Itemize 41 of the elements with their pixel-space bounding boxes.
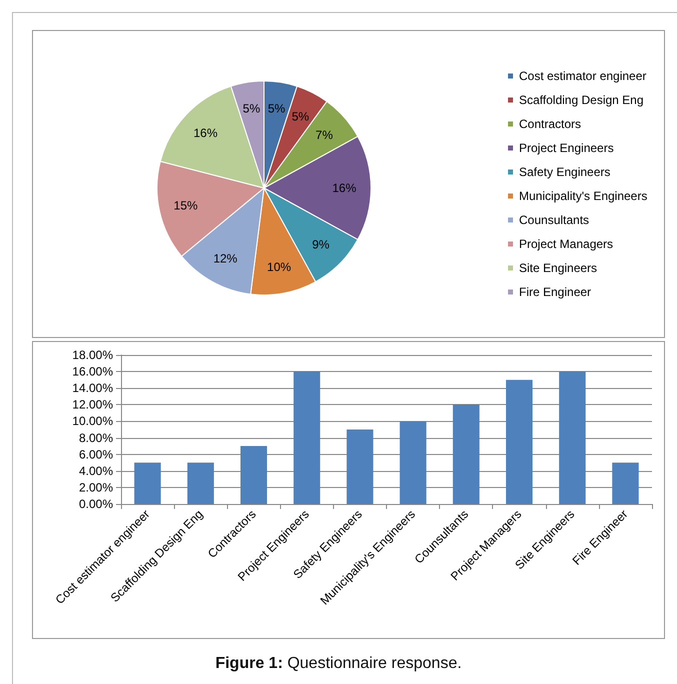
- data-label: 7%: [316, 128, 334, 142]
- data-label: 16%: [193, 126, 218, 140]
- bar: [187, 462, 214, 504]
- data-label: 5%: [292, 109, 310, 124]
- y-tick-label: 4.00%: [78, 464, 114, 478]
- bar: [400, 421, 426, 504]
- legend-label: Project Engineers: [519, 141, 614, 155]
- bar: [612, 462, 639, 504]
- y-tick-label: 2.00%: [78, 480, 114, 494]
- y-tick-label: 16.00%: [72, 364, 114, 379]
- y-tick-label: 8.00%: [78, 430, 114, 445]
- y-tick-label: 12.00%: [72, 398, 114, 412]
- bar: [134, 462, 161, 504]
- data-label: 9%: [312, 238, 330, 252]
- data-label: 10%: [267, 260, 292, 274]
- data-label: 5%: [242, 102, 260, 116]
- bar: [294, 372, 320, 504]
- data-label: 5%: [268, 102, 286, 116]
- y-tick-label: 0.00%: [78, 497, 114, 511]
- bar: [452, 404, 480, 504]
- legend-label: Counsultants: [519, 213, 590, 227]
- bar: [506, 380, 533, 504]
- legend-label: Scaffolding Design Eng: [519, 93, 644, 107]
- y-tick-label: 14.00%: [72, 381, 114, 396]
- legend-label: Safety Engineers: [519, 165, 610, 179]
- y-tick-label: 10.00%: [72, 414, 114, 428]
- legend-label: Municipality's Engineers: [519, 189, 648, 203]
- data-label: 15%: [174, 198, 198, 213]
- y-tick-label: 6.00%: [78, 447, 114, 462]
- data-label: 12%: [213, 251, 238, 266]
- legend-label: Cost estimator engineer: [519, 69, 646, 83]
- bar: [240, 446, 268, 504]
- bar: [346, 430, 374, 504]
- y-tick-label: 18.00%: [72, 348, 114, 362]
- legend-label: Site Engineers: [519, 261, 598, 275]
- legend-label: Contractors: [519, 117, 582, 131]
- caption: Figure 1: Questionnaire response.: [214, 655, 463, 673]
- data-label: 16%: [332, 181, 357, 195]
- legend-label: Project Managers: [519, 237, 614, 251]
- legend-label: Fire Engineer: [519, 285, 592, 299]
- bar: [559, 372, 586, 504]
